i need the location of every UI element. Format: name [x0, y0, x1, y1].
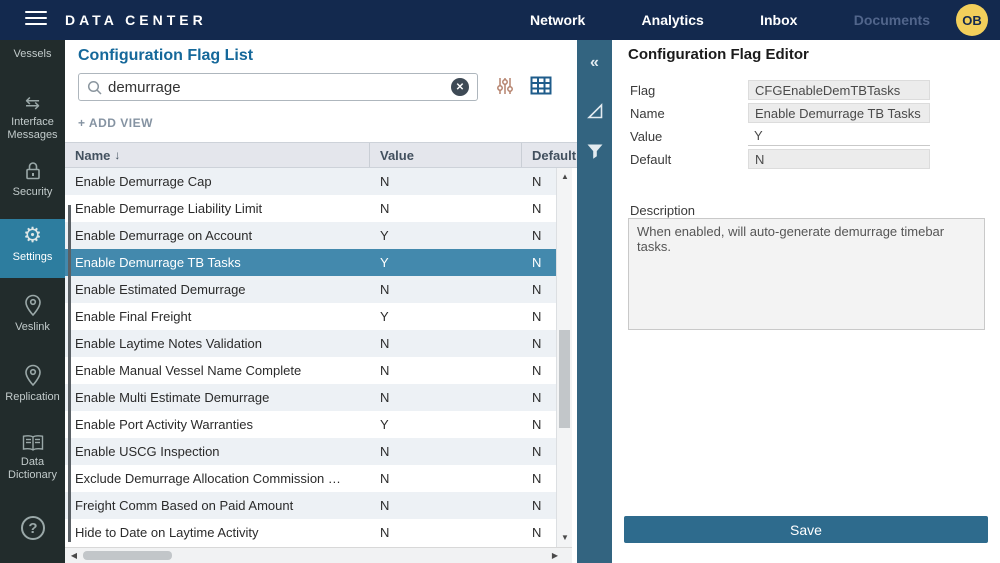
editor-panel-title: Configuration Flag Editor: [628, 46, 809, 63]
sidebar-item-label: Security: [12, 186, 53, 198]
sidebar-item-label: Settings: [12, 251, 53, 263]
table-row[interactable]: Enable Manual Vessel Name Complete N N: [65, 357, 556, 384]
app-title: DATA CENTER: [65, 12, 207, 28]
table-body: Enable Demurrage Cap N N Enable Demurrag…: [65, 168, 556, 547]
sidebar-item-label: Interface Messages: [7, 116, 58, 141]
editor-field-row: Flag: [630, 80, 982, 100]
editor-field-row: Default: [630, 149, 982, 169]
sidebar-item[interactable]: ⚙ Settings: [0, 219, 65, 278]
field-label: Value: [630, 128, 663, 144]
table-row[interactable]: Enable Demurrage on Account Y N: [65, 222, 556, 249]
add-view-button[interactable]: + ADD VIEW: [78, 116, 153, 130]
configuration-flag-editor-panel: Configuration Flag Editor Flag Name Valu…: [612, 40, 1000, 563]
table-row[interactable]: Enable Demurrage TB Tasks Y N: [65, 249, 556, 276]
horizontal-scroll-thumb[interactable]: [83, 551, 172, 560]
field-input[interactable]: [748, 126, 930, 146]
field-input[interactable]: [748, 149, 930, 169]
scroll-right-icon[interactable]: ▶: [551, 551, 559, 560]
filter-funnel-icon[interactable]: [577, 136, 612, 166]
lock-icon: [23, 160, 43, 182]
sidebar-item-label: Vessels: [13, 48, 52, 60]
sidebar-item[interactable]: Security: [0, 158, 65, 218]
table-row[interactable]: Enable Laytime Notes Validation N N: [65, 330, 556, 357]
sidebar-item[interactable]: Replication: [0, 362, 65, 424]
top-bar: DATA CENTER Network Analytics Inbox Docu…: [0, 0, 1000, 40]
editor-field-row: Name: [630, 103, 982, 123]
table-row[interactable]: Enable Estimated Demurrage N N: [65, 276, 556, 303]
top-nav: Network Analytics Inbox Documents: [530, 0, 930, 40]
table-row[interactable]: Exclude Demurrage Allocation Commission …: [65, 465, 556, 492]
vertical-scrollbar[interactable]: ▲ ▼: [556, 168, 572, 547]
vertical-scroll-thumb[interactable]: [559, 330, 570, 428]
description-label: Description: [630, 203, 696, 218]
nav-item[interactable]: Inbox: [760, 12, 798, 28]
search-input[interactable]: [108, 78, 451, 96]
clear-search-icon[interactable]: ✕: [451, 78, 469, 96]
table-row[interactable]: Enable Demurrage Liability Limit N N: [65, 195, 556, 222]
column-header-name[interactable]: Name ↓: [65, 143, 370, 167]
sort-descending-icon: ↓: [114, 148, 121, 162]
user-avatar[interactable]: OB: [956, 4, 988, 36]
sidebar-item[interactable]: Data Dictionary: [0, 432, 65, 504]
editor-form: Flag Name Value Default: [630, 80, 982, 172]
horizontal-scrollbar[interactable]: ◀ ▶: [65, 547, 572, 563]
location-pin-icon: [23, 294, 43, 317]
save-button[interactable]: Save: [624, 516, 988, 543]
sidebar-item[interactable]: Veslink: [0, 292, 65, 354]
sidebar: Vessels ⇆ Interface Messages Security ⚙ …: [0, 40, 65, 563]
search-icon: [86, 79, 103, 96]
book-icon: [21, 434, 45, 452]
help-icon[interactable]: ?: [21, 516, 45, 540]
sidebar-item-label: Replication: [5, 391, 60, 403]
panel-left-scroll-line: [68, 205, 71, 542]
description-textarea[interactable]: When enabled, will auto-generate demurra…: [628, 218, 985, 330]
editor-field-row: Value: [630, 126, 982, 146]
search-box: ✕: [78, 73, 478, 101]
list-panel-title: Configuration Flag List: [78, 47, 254, 64]
nav-item[interactable]: Documents: [853, 12, 930, 28]
table-row[interactable]: Enable Port Activity Warranties Y N: [65, 411, 556, 438]
table-row[interactable]: Freight Comm Based on Paid Amount N N: [65, 492, 556, 519]
swap-arrows-icon: ⇆: [24, 93, 41, 113]
editor-tool-strip: «: [577, 40, 612, 563]
table-row[interactable]: Enable Multi Estimate Demurrage N N: [65, 384, 556, 411]
table-row[interactable]: Enable Demurrage Cap N N: [65, 168, 556, 195]
field-input[interactable]: [748, 103, 930, 123]
scroll-down-icon[interactable]: ▼: [561, 533, 569, 542]
gear-icon: ⚙: [23, 224, 42, 247]
table-row[interactable]: Enable Final Freight Y N: [65, 303, 556, 330]
field-label: Default: [630, 151, 672, 167]
table-row[interactable]: Enable USCG Inspection N N: [65, 438, 556, 465]
sidebar-item-label: Veslink: [15, 321, 50, 333]
table-row[interactable]: Hide to Date on Laytime Activity N N: [65, 519, 556, 546]
hamburger-menu-icon[interactable]: [25, 11, 47, 29]
collapse-panel-icon[interactable]: «: [590, 54, 599, 71]
column-header-default[interactable]: Default: [532, 147, 577, 163]
field-label: Flag: [630, 82, 656, 98]
configuration-flag-list-panel: Configuration Flag List ✕ + ADD VIEW: [65, 40, 577, 563]
area-select-icon[interactable]: [577, 96, 612, 126]
location-pin-icon: [23, 364, 43, 387]
field-label: Name: [630, 105, 665, 121]
scroll-left-icon[interactable]: ◀: [70, 551, 78, 560]
sidebar-item[interactable]: ⇆ Interface Messages: [0, 94, 65, 160]
column-header-value[interactable]: Value: [370, 143, 522, 167]
nav-item[interactable]: Analytics: [641, 12, 704, 28]
table-header: Name ↓ Value Default: [65, 142, 577, 168]
filter-settings-icon[interactable]: [495, 76, 515, 101]
scroll-up-icon[interactable]: ▲: [561, 172, 569, 181]
grid-view-icon[interactable]: [530, 76, 552, 100]
sidebar-item[interactable]: Vessels: [0, 44, 65, 66]
field-input[interactable]: [748, 80, 930, 100]
nav-item[interactable]: Network: [530, 12, 586, 28]
sidebar-item-label: Data Dictionary: [8, 456, 57, 481]
